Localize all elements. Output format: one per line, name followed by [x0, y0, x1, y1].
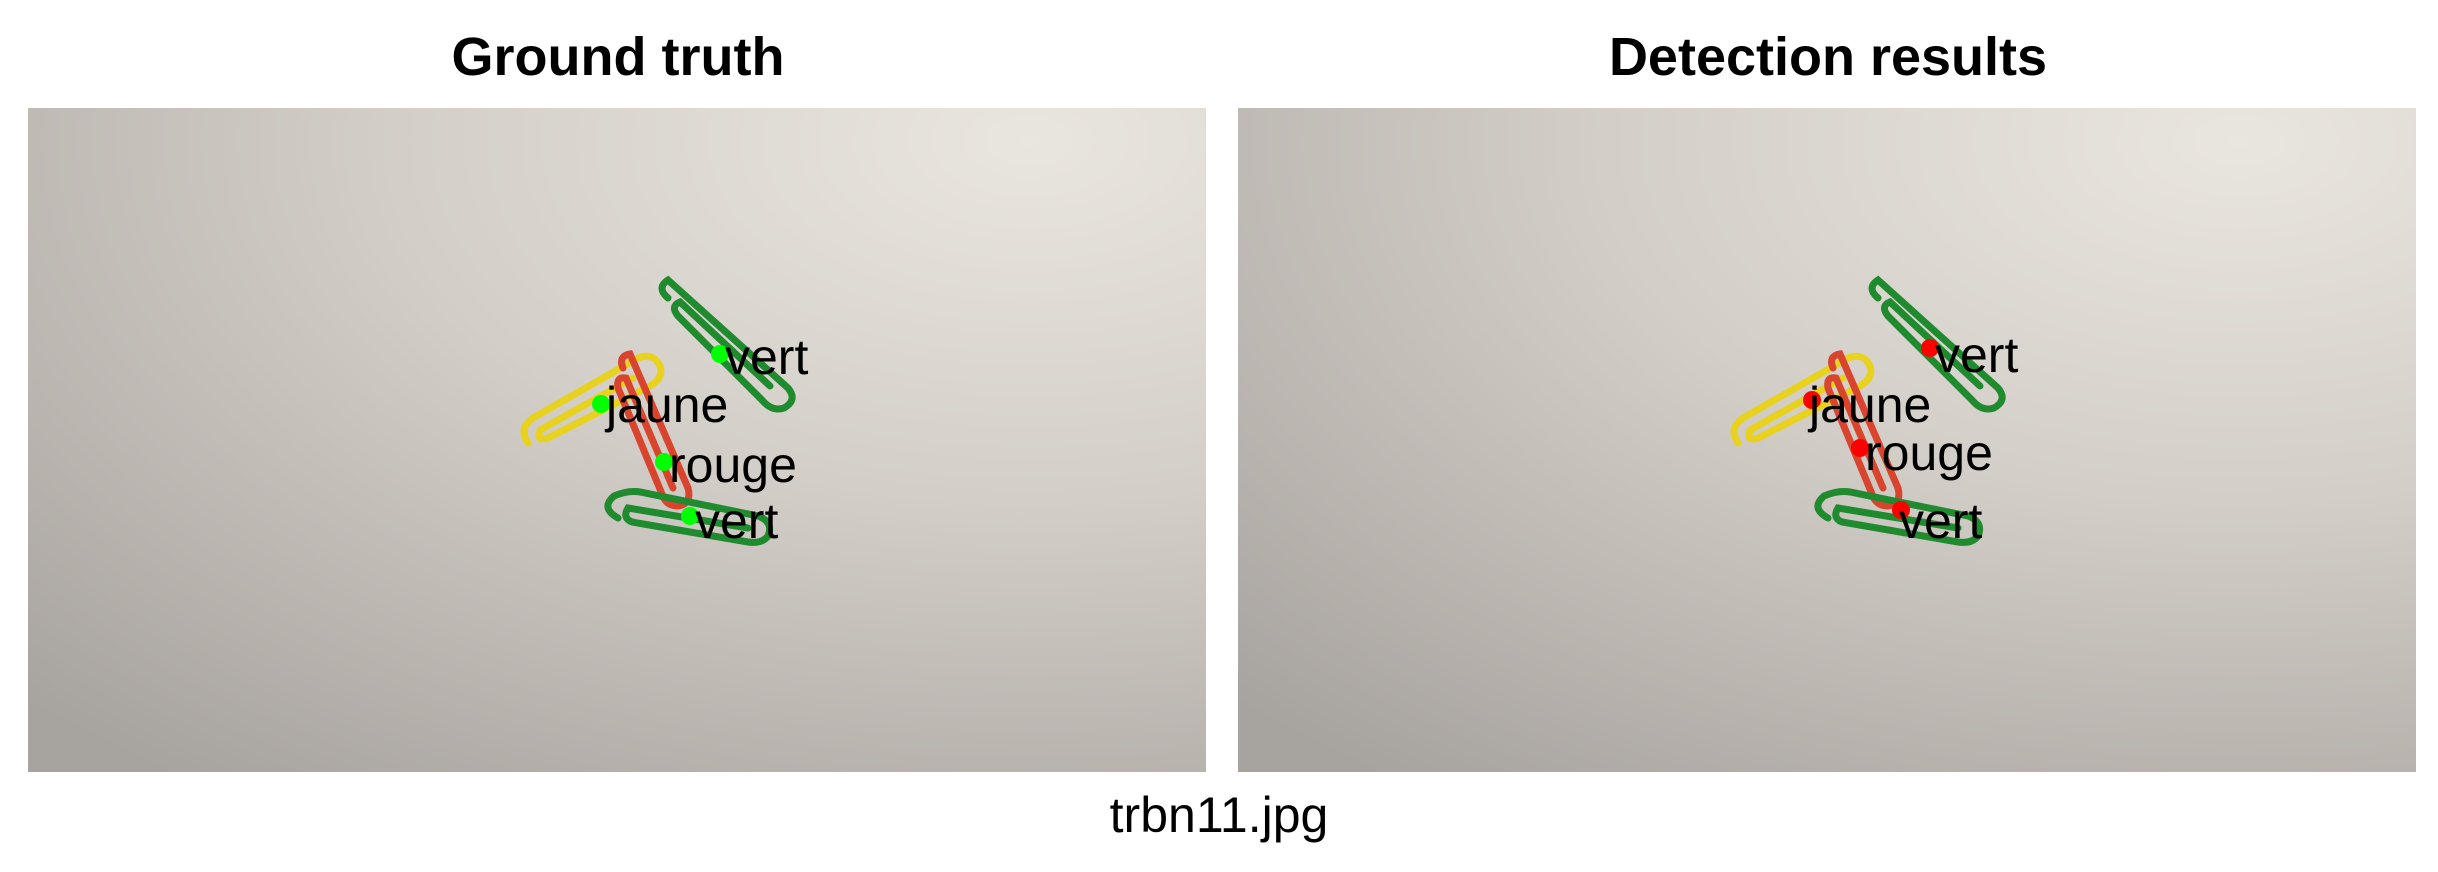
detection-label: vert: [1935, 327, 2018, 383]
ground-truth-image: vert jaune rouge vert: [28, 108, 1206, 772]
marker-dot: [681, 507, 699, 525]
paperclip-green-bottom: [604, 488, 774, 546]
marker-dot: [1892, 501, 1910, 519]
paperclip-red: [614, 350, 693, 510]
detection-label: vert: [695, 493, 778, 549]
image-filename-caption: trbn11.jpg: [1109, 787, 1329, 843]
detection-label: jaune: [604, 377, 728, 433]
detection-label: jaune: [1807, 377, 1931, 433]
marker-dot: [711, 345, 729, 363]
paper-background: [28, 108, 1206, 772]
marker-dot: [1921, 339, 1939, 357]
paperclip-yellow: [1730, 352, 1875, 447]
marker-dot: [1851, 439, 1869, 457]
detection-results-image: vert jaune rouge vert: [1238, 108, 2416, 772]
detection-label: vert: [725, 329, 808, 385]
detection-label: vert: [1899, 493, 1982, 549]
paperclip-red: [1824, 350, 1903, 510]
paperclip-green-top: [1868, 275, 2006, 413]
paperclip-yellow: [520, 352, 665, 447]
marker-dot: [655, 453, 673, 471]
marker-dot: [592, 395, 610, 413]
detection-label: rouge: [1865, 425, 1993, 481]
marker-dot: [1803, 391, 1821, 409]
paperclip-green-top: [658, 275, 796, 413]
detection-results-title: Detection results: [1608, 27, 2048, 87]
paperclip-green-bottom: [1814, 488, 1984, 546]
detection-label: rouge: [669, 437, 797, 493]
paper-background: [1238, 108, 2416, 772]
ground-truth-title: Ground truth: [451, 27, 785, 87]
